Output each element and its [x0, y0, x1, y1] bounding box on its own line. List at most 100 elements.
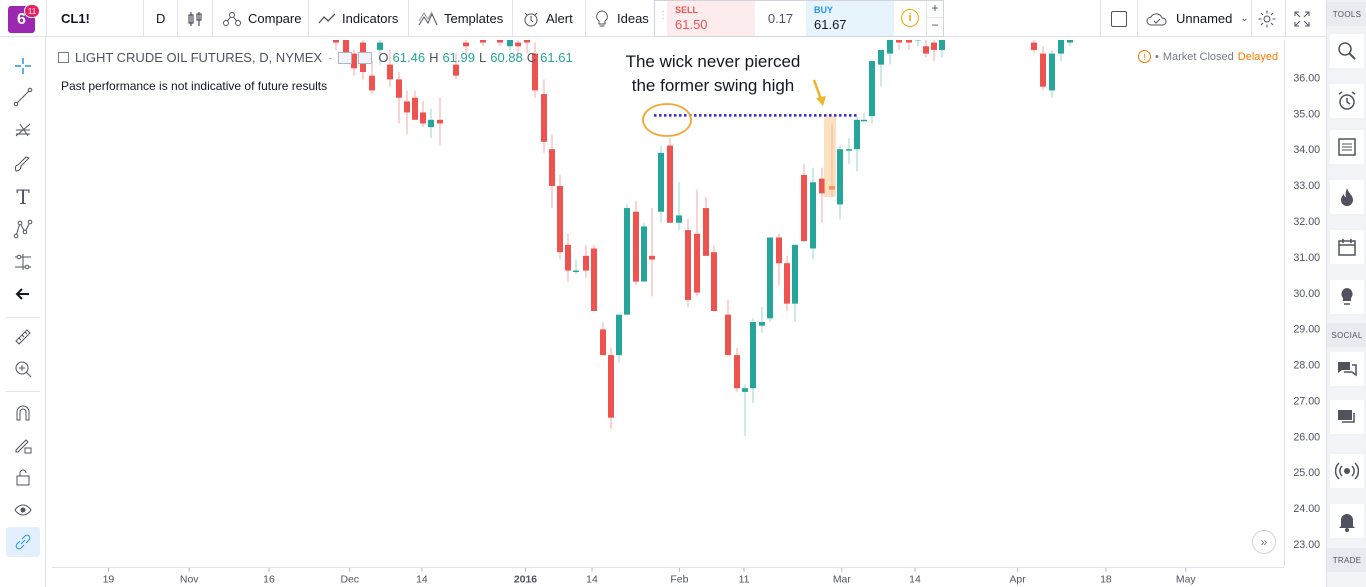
candle-body — [939, 40, 945, 50]
candle-body — [437, 119, 443, 124]
chart-type-button[interactable] — [186, 0, 204, 37]
plus-icon[interactable]: + — [927, 1, 943, 18]
candle — [931, 40, 937, 61]
broadcast-icon[interactable] — [1330, 454, 1364, 488]
candle — [1058, 40, 1064, 61]
candle-body — [685, 230, 691, 300]
candle-body — [565, 244, 571, 271]
alarm-icon[interactable] — [1330, 84, 1364, 118]
candle-body — [573, 270, 579, 273]
price-tick-label: 36.00 — [1293, 72, 1320, 84]
candle — [1049, 49, 1055, 98]
candle — [480, 40, 486, 47]
link-icon[interactable] — [6, 527, 40, 557]
candle — [608, 347, 614, 429]
candle-body — [767, 237, 773, 319]
price-chart[interactable] — [52, 40, 1286, 567]
zoom-icon[interactable] — [6, 354, 40, 384]
info-icon[interactable]: i — [901, 9, 919, 27]
candle — [915, 40, 921, 47]
message-icon[interactable] — [1330, 400, 1364, 434]
candle — [624, 204, 630, 315]
price-axis[interactable]: 36.00 35.00 34.00 33.00 32.00 31.00 30.00 29.00… — [1284, 40, 1326, 567]
fib-icon[interactable] — [6, 115, 40, 145]
fullscreen-button[interactable] — [1294, 0, 1310, 37]
candle-body — [1049, 53, 1055, 91]
drawing-toolbar: T — [0, 37, 46, 587]
candle-body — [854, 119, 860, 150]
candle — [428, 108, 434, 139]
minus-icon[interactable]: − — [931, 18, 939, 32]
templates-button[interactable]: Templates — [418, 0, 503, 37]
indicators-button[interactable]: Indicators — [318, 0, 398, 37]
drag-handle-icon[interactable]: ⋮⋮ — [658, 11, 678, 25]
candle — [776, 233, 782, 286]
candle-body — [616, 314, 622, 356]
price-tick-label: 28.00 — [1293, 360, 1320, 372]
list-icon[interactable] — [1330, 130, 1364, 164]
candle — [387, 49, 393, 87]
candles-icon — [186, 10, 204, 28]
checkbox-icon[interactable] — [1111, 0, 1127, 37]
time-axis[interactable]: 19 Nov 16 Dec 14 2016 14 Feb 11 Mar 14 Apr 18 May — [52, 567, 1284, 587]
candle — [685, 219, 691, 308]
candle-body — [784, 263, 790, 304]
candle-body — [420, 112, 426, 124]
candle — [497, 40, 503, 47]
ruler-icon[interactable] — [6, 322, 40, 352]
candle — [420, 101, 426, 128]
eye-icon[interactable] — [6, 495, 40, 525]
candle — [694, 189, 700, 297]
settings-icon[interactable] — [338, 51, 353, 64]
warning-icon: ! — [1138, 50, 1151, 63]
search-icon[interactable] — [1330, 34, 1364, 68]
pattern-icon[interactable] — [6, 214, 40, 244]
candle — [369, 60, 375, 95]
calendar-icon[interactable] — [1330, 230, 1364, 264]
back-arrow-icon[interactable] — [6, 279, 40, 309]
ideas-button[interactable]: Ideas — [595, 0, 649, 37]
settings-button[interactable] — [1257, 0, 1277, 37]
candle-body — [931, 42, 937, 50]
candle-body — [846, 149, 852, 151]
bell-icon[interactable] — [1330, 504, 1364, 538]
measure-icon[interactable] — [6, 247, 40, 277]
sell-button[interactable]: SELL 61.50 — [667, 1, 755, 36]
layout-menu[interactable]: Unnamed ⌄ — [1146, 0, 1249, 37]
hide-icon[interactable] — [358, 51, 373, 64]
lock-icon[interactable] — [6, 462, 40, 492]
disclaimer-text: Past performance is not indicative of fu… — [61, 79, 328, 93]
chat-icon[interactable] — [1330, 352, 1364, 386]
candle-body — [515, 42, 521, 47]
legend-menu-icon[interactable]: - — [328, 50, 333, 65]
bulb-icon[interactable] — [1330, 280, 1364, 314]
interval-button[interactable]: D — [156, 11, 166, 26]
ideas-label: Ideas — [617, 11, 649, 26]
candle-body — [694, 233, 700, 293]
collapse-icon[interactable] — [58, 52, 69, 63]
brush-icon[interactable] — [6, 149, 40, 179]
fire-icon[interactable] — [1330, 180, 1364, 214]
text-icon[interactable]: T — [16, 185, 30, 209]
candle — [515, 40, 521, 58]
candle — [767, 237, 773, 323]
trendline-icon[interactable] — [6, 82, 40, 112]
compare-button[interactable]: Compare — [222, 0, 301, 37]
candle-body — [377, 42, 383, 50]
candle — [565, 233, 571, 282]
lock-drawing-icon[interactable] — [6, 430, 40, 460]
scroll-to-realtime-button[interactable]: » — [1252, 530, 1276, 554]
time-tick-label: 2016 — [514, 574, 537, 585]
crosshair-icon[interactable] — [6, 51, 40, 81]
magnet-icon[interactable] — [6, 398, 40, 428]
candle-body — [649, 255, 655, 260]
candle — [412, 90, 418, 120]
buy-button[interactable]: BUY 61.67 — [806, 1, 894, 36]
candle-body — [463, 42, 469, 47]
alert-button[interactable]: Alert — [522, 0, 573, 37]
candle-body — [711, 252, 717, 311]
price-tick-label: 24.00 — [1293, 503, 1320, 515]
chart-legend: LIGHT CRUDE OIL FUTURES, D, NYMEX - O 61.… — [58, 50, 573, 65]
symbol-search[interactable]: CL1! — [61, 11, 90, 26]
candle — [600, 322, 606, 356]
